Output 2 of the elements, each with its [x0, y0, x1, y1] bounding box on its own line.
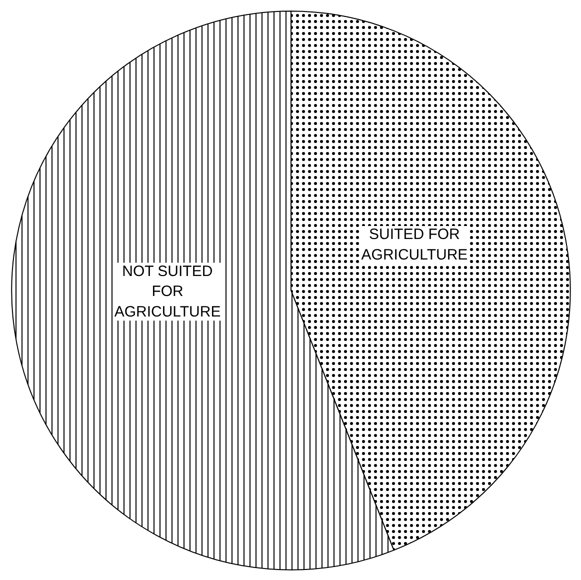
slice-label: NOT SUITED FOR AGRICULTURE — [114, 262, 221, 321]
slice-label: SUITED FOR AGRICULTURE — [361, 226, 468, 264]
